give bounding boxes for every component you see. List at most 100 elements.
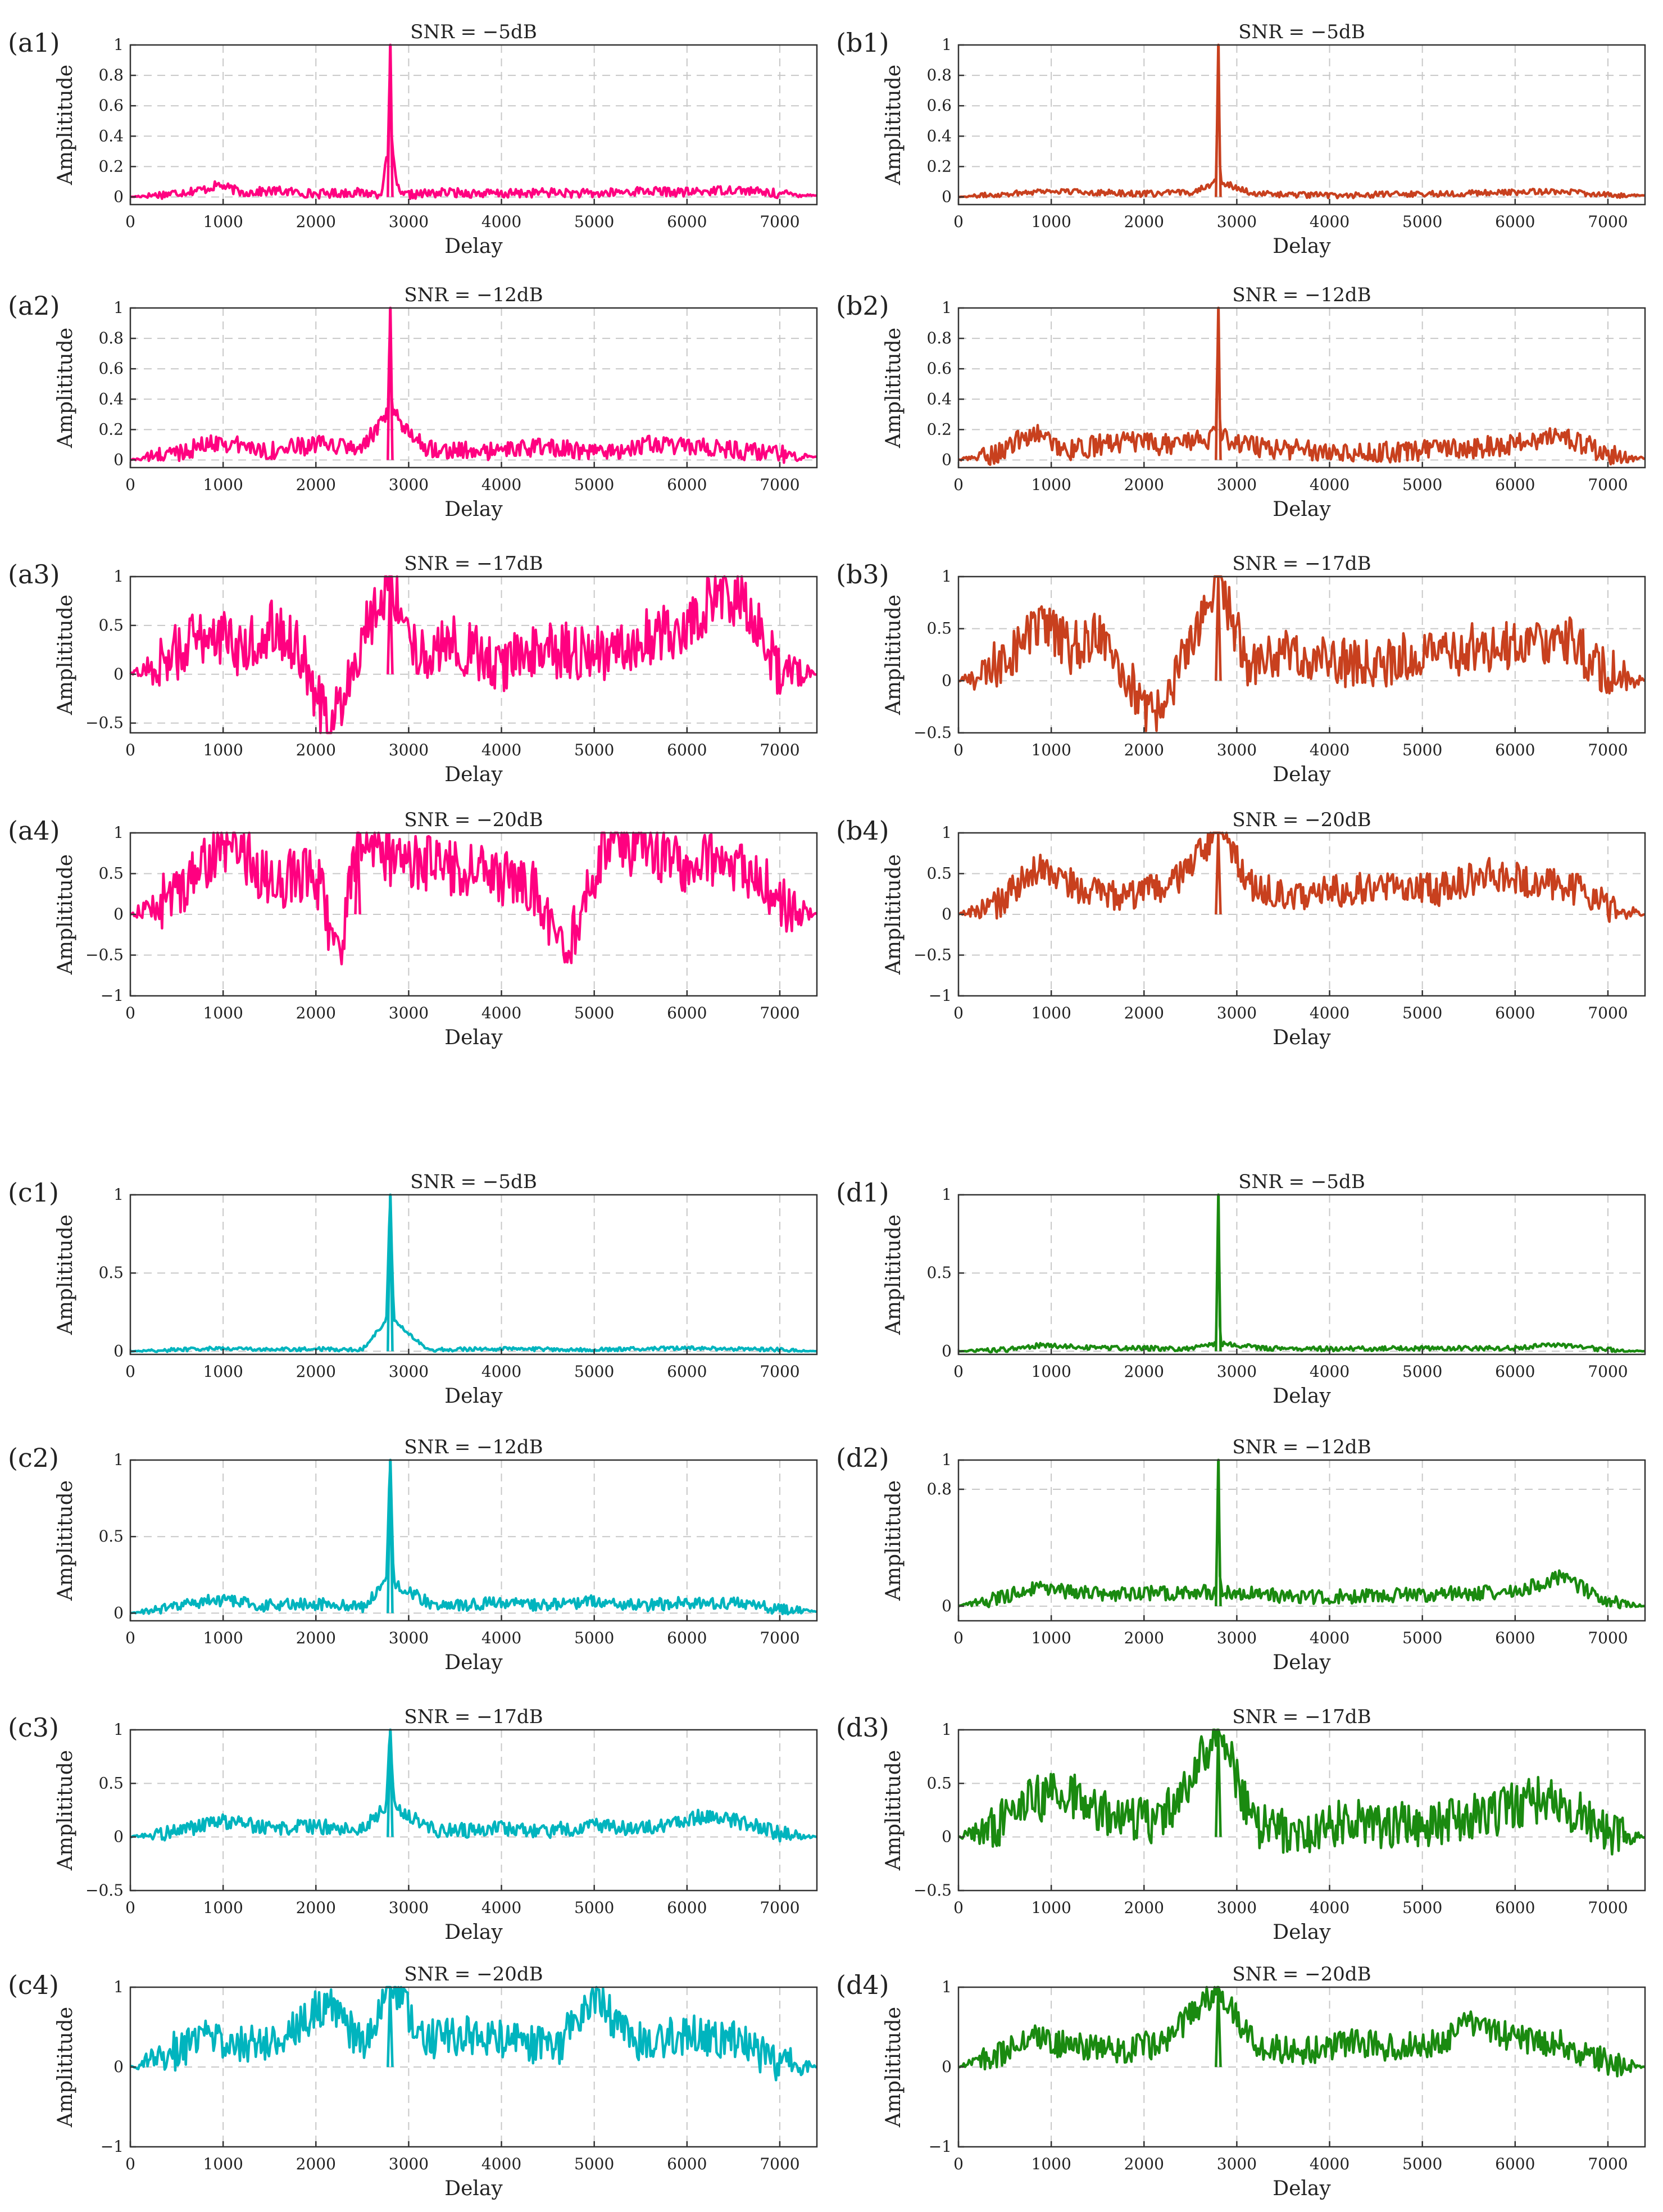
y-tick-label: 0 — [942, 187, 952, 206]
x-tick-label: 4000 — [481, 212, 521, 231]
y-tick-label: 1 — [113, 1185, 124, 1204]
panel-title: SNR = −20dB — [404, 809, 543, 831]
x-axis-label: Delay — [444, 1385, 503, 1408]
panel-b3: 0 1000 2000 3000 4000 5000 6000 7000−0.500.51SN… — [836, 552, 1646, 786]
x-tick-label: 2000 — [1124, 1362, 1164, 1381]
x-axis-label: Delay — [1273, 235, 1331, 258]
y-axis-label: Amplititude — [882, 328, 905, 448]
x-tick-label: 7000 — [1588, 741, 1628, 759]
x-tick-label: 0 — [953, 1898, 964, 1917]
panel-c1: 0 1000 2000 3000 4000 5000 6000 7000 0 0.5 1 SNR = … — [8, 1171, 818, 1408]
x-tick-label: 1000 — [203, 741, 243, 759]
x-tick-label: 7000 — [1588, 475, 1628, 494]
y-tick-label: 1 — [113, 1451, 124, 1469]
x-tick-label: 1000 — [203, 1004, 243, 1022]
panel-d3: 0 1000 2000 3000 4000 5000 6000 7000−0.500.51SN… — [836, 1706, 1646, 1944]
x-tick-label: 5000 — [1402, 475, 1442, 494]
x-tick-label: 6000 — [1495, 1898, 1535, 1917]
panel-b1: 0 1000 2000 3000 4000 5000 6000 7000 0 0.2 0.4 0.6 0… — [836, 21, 1646, 258]
x-tick-label: 6000 — [667, 1362, 707, 1381]
x-tick-label: 2000 — [1124, 741, 1164, 759]
y-tick-label: −0.5 — [85, 946, 124, 964]
series-line-d2 — [958, 1458, 1646, 1610]
plot-frame — [129, 307, 818, 469]
x-tick-label: 6000 — [667, 212, 707, 231]
series-line-a4 — [130, 831, 818, 966]
y-axis-label: Amplititude — [882, 595, 905, 715]
panel-label: (a1) — [8, 28, 60, 58]
x-tick-label: 7000 — [760, 1629, 799, 1647]
x-tick-label: 0 — [125, 475, 135, 494]
y-tick-label: 0 — [113, 187, 124, 206]
x-tick-label: 4000 — [1310, 741, 1350, 759]
y-tick-label: 0.8 — [98, 329, 124, 347]
panel-label: (c1) — [8, 1177, 59, 1208]
y-tick-label: 0 — [942, 450, 952, 469]
panel-title: SNR = −5dB — [410, 21, 537, 43]
y-tick-label: 0.2 — [926, 157, 952, 175]
y-tick-label: 1 — [942, 35, 952, 54]
x-tick-label: 7000 — [760, 1004, 799, 1022]
x-tick-label: 1000 — [203, 1362, 243, 1381]
panel-title: SNR = −5dB — [1238, 1171, 1365, 1193]
y-tick-label: 1 — [942, 567, 952, 586]
x-tick-label: 4000 — [481, 1629, 521, 1647]
x-axis-label: Delay — [444, 1026, 503, 1049]
x-tick-label: 6000 — [1495, 1004, 1535, 1022]
panel-a3: 0 1000 2000 3000 4000 5000 6000 7000−0.500.51SN… — [8, 552, 818, 786]
x-tick-label: 5000 — [574, 1629, 614, 1647]
x-tick-label: 3000 — [389, 1004, 429, 1022]
plot-frame — [957, 1729, 1646, 1892]
y-tick-label: 1 — [113, 298, 124, 317]
y-axis-label: Amplititude — [882, 1750, 905, 1871]
panel-title: SNR = −12dB — [404, 1436, 543, 1458]
y-axis-label: Amplititude — [54, 1480, 77, 1601]
x-tick-label: 0 — [953, 1362, 964, 1381]
x-tick-label: 2000 — [1124, 1004, 1164, 1022]
x-tick-label: 2000 — [296, 2155, 336, 2173]
x-tick-label: 0 — [125, 1898, 135, 1917]
y-tick-label: −1 — [929, 986, 952, 1005]
y-tick-label: 1 — [942, 298, 952, 317]
plot-frame — [957, 307, 1646, 469]
y-tick-label: 0 — [113, 1603, 124, 1622]
plot-frame — [957, 1459, 1646, 1622]
panel-label: (c4) — [8, 1970, 59, 2000]
x-axis-label: Delay — [444, 235, 503, 258]
panel-label: (d1) — [836, 1177, 889, 1208]
x-tick-label: 4000 — [481, 475, 521, 494]
x-tick-label: 4000 — [1310, 475, 1350, 494]
x-axis-label: Delay — [1273, 498, 1331, 521]
x-tick-label: 1000 — [203, 475, 243, 494]
y-tick-label: −0.5 — [85, 1881, 124, 1900]
plot-frame — [129, 575, 818, 734]
x-tick-label: 3000 — [389, 212, 429, 231]
x-axis-label: Delay — [444, 763, 503, 786]
plot-frame — [129, 1194, 818, 1356]
x-tick-label: 3000 — [1217, 1629, 1257, 1647]
panel-title: SNR = −20dB — [1232, 1963, 1371, 1986]
panel-title: SNR = −5dB — [1238, 21, 1365, 43]
y-tick-label: 0 — [942, 2057, 952, 2076]
y-tick-label: −0.5 — [85, 714, 124, 732]
y-tick-label: 1 — [942, 1978, 952, 1996]
panel-title: SNR = −17dB — [404, 552, 543, 575]
panel-label: (a2) — [8, 291, 60, 321]
y-axis-label: Amplititude — [54, 65, 77, 185]
x-axis-label: Delay — [444, 498, 503, 521]
x-tick-label: 0 — [953, 212, 964, 231]
y-axis-label: Amplititude — [54, 1750, 77, 1871]
y-tick-label: 1 — [942, 1185, 952, 1204]
x-tick-label: 3000 — [1217, 741, 1257, 759]
y-tick-label: −1 — [101, 986, 124, 1005]
y-tick-label: 0.5 — [98, 1527, 124, 1545]
x-tick-label: 6000 — [1495, 1362, 1535, 1381]
plot-frame — [129, 1459, 818, 1622]
y-tick-label: 0.2 — [98, 157, 124, 175]
x-axis-label: Delay — [1273, 763, 1331, 786]
x-tick-label: 3000 — [1217, 1898, 1257, 1917]
x-tick-label: 2000 — [296, 475, 336, 494]
y-axis-label: Amplititude — [54, 854, 77, 975]
